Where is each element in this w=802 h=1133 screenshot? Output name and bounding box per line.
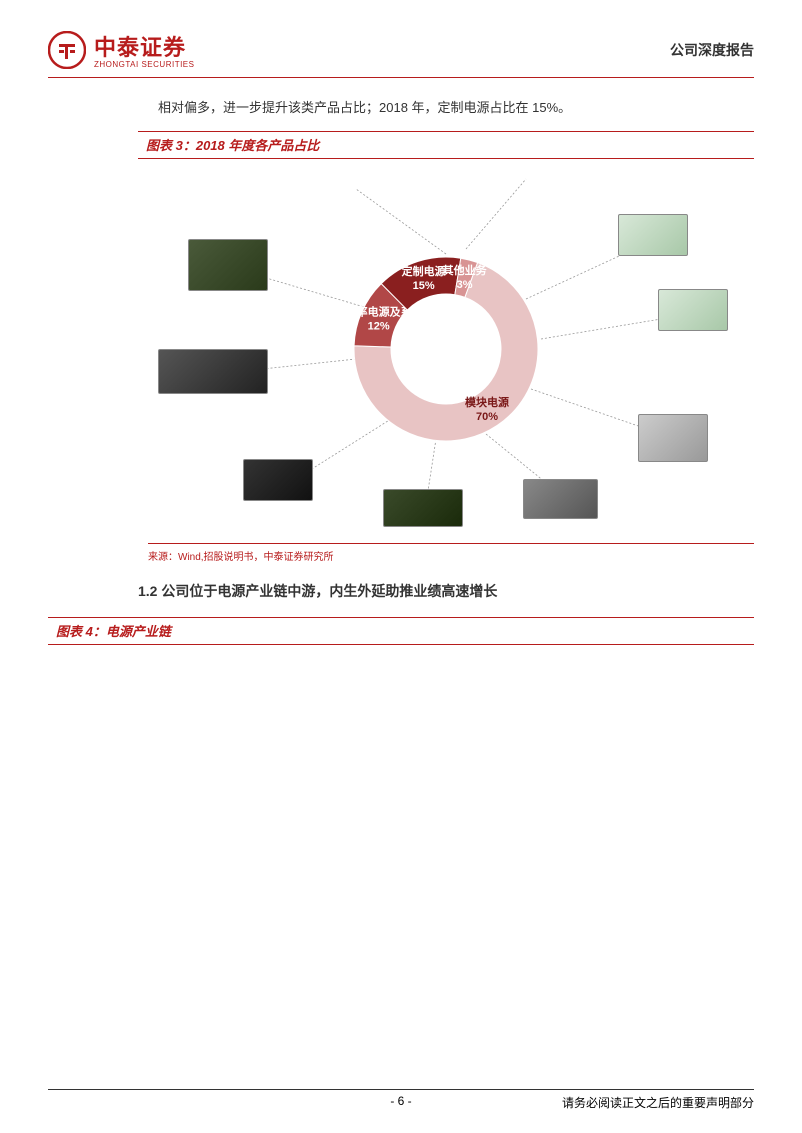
logo: 中泰证券 ZHONGTAI SECURITIES — [48, 30, 194, 69]
chart3-title: 图表 3：2018 年度各产品占比 — [146, 138, 319, 153]
logo-text-en: ZHONGTAI SECURITIES — [94, 60, 194, 69]
product-img — [523, 479, 598, 519]
donut-pct: 3% — [457, 279, 473, 291]
donut-pct: 15% — [413, 280, 435, 292]
donut-pct: 70% — [476, 411, 498, 423]
footer: - 6 - 请务必阅读正文之后的重要声明部分 — [48, 1089, 754, 1111]
product-img — [158, 349, 268, 394]
donut-label: 定制电源 — [402, 264, 446, 278]
donut-label: 其他业务 — [443, 263, 488, 277]
chart3-title-bar: 图表 3：2018 年度各产品占比 — [138, 131, 754, 159]
logo-text-cn: 中泰证券 — [94, 35, 186, 60]
page-number: - 6 - — [390, 1094, 411, 1108]
product-img — [618, 214, 688, 256]
product-img — [243, 459, 313, 501]
chart3-area: 模块电源70%大功率电源及系统12%定制电源15%其他业务3% — [138, 159, 754, 539]
header-right: 公司深度报告 — [670, 40, 754, 60]
donut-pct: 12% — [368, 320, 390, 332]
chart4-title-bar: 图表 4：电源产业链 — [48, 617, 754, 645]
product-img — [638, 414, 708, 462]
chart3-source: 来源：Wind,招股说明书，中泰证券研究所 — [148, 543, 754, 563]
product-img — [188, 239, 268, 291]
section-1-2-heading: 1.2 公司位于电源产业链中游，内生外延助推业绩高速增长 — [138, 581, 754, 601]
chart4-title: 图表 4：电源产业链 — [56, 624, 171, 639]
intro-paragraph: 相对偏多，进一步提升该类产品占比；2018 年，定制电源占比在 15%。 — [158, 98, 754, 119]
footer-disclaimer: 请务必阅读正文之后的重要声明部分 — [562, 1094, 754, 1111]
logo-icon — [48, 31, 86, 69]
donut-label: 模块电源 — [465, 395, 509, 409]
product-img — [383, 489, 463, 527]
product-img — [658, 289, 728, 331]
header-bar: 中泰证券 ZHONGTAI SECURITIES 公司深度报告 — [48, 30, 754, 78]
